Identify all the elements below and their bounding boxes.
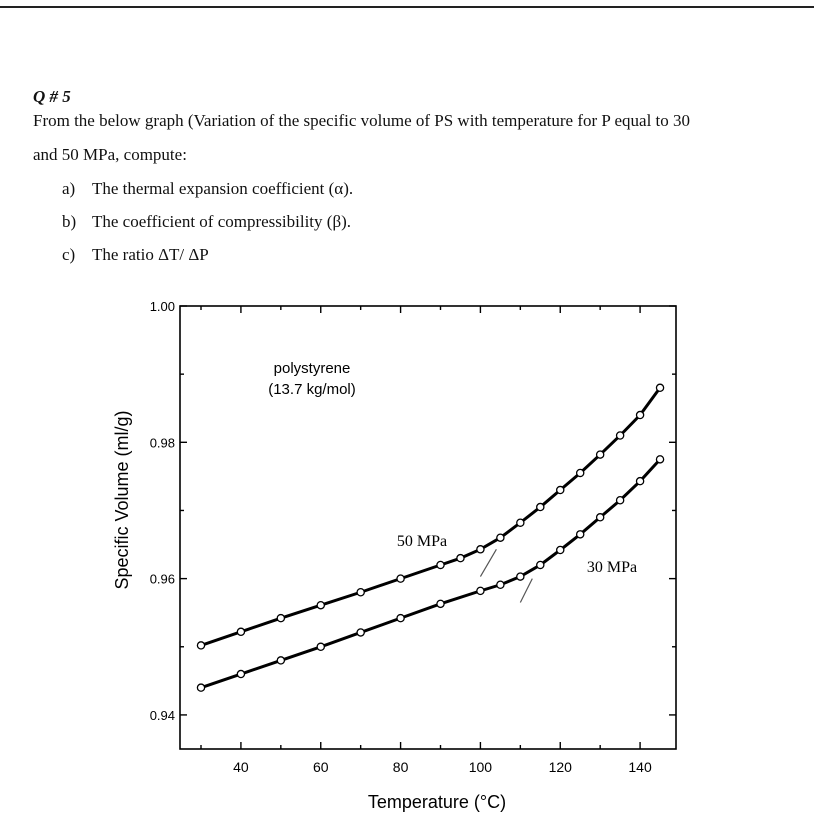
data-point xyxy=(316,642,325,652)
data-point xyxy=(476,545,485,554)
y-tick-label: 0.98 xyxy=(150,435,175,450)
data-point xyxy=(476,586,485,596)
data-point xyxy=(615,431,625,440)
top-rule xyxy=(0,6,814,8)
y-tick-label: 1.00 xyxy=(150,299,175,314)
y-tick-label: 0.94 xyxy=(150,708,175,723)
data-point xyxy=(196,683,206,692)
y-axis-label: Specific Volume (ml/g) xyxy=(112,410,132,589)
series-line-0 xyxy=(200,386,662,647)
item-text: The coefficient of compressibility (β). xyxy=(92,212,352,231)
data-point xyxy=(635,410,645,420)
x-tick-label: 100 xyxy=(469,759,493,775)
data-point xyxy=(595,513,605,522)
annotation-line-1: polystyrene xyxy=(274,360,351,377)
item-text: The thermal expansion coefficient (α). xyxy=(92,179,354,198)
data-point xyxy=(635,476,645,486)
data-point xyxy=(436,560,445,570)
question-item-c: c) The ratio ΔT/ ΔP xyxy=(62,245,209,265)
tangent-line-1 xyxy=(519,578,533,603)
x-tick-label: 80 xyxy=(393,759,409,775)
tangent-line-0 xyxy=(479,549,497,577)
question-item-b: b) The coefficient of compressibility (β)… xyxy=(62,212,351,232)
data-point xyxy=(575,530,585,539)
x-tick-label: 140 xyxy=(628,759,652,775)
series-label-50mpa: 50 MPa xyxy=(397,533,447,550)
data-point xyxy=(615,495,625,505)
data-point xyxy=(536,502,545,512)
data-point xyxy=(575,468,585,478)
data-point xyxy=(496,533,505,542)
data-point xyxy=(456,553,465,563)
item-marker: c) xyxy=(62,245,76,264)
data-point xyxy=(276,613,286,623)
data-point xyxy=(655,383,665,393)
data-point xyxy=(356,587,365,597)
series-label-30mpa: 30 MPa xyxy=(587,559,637,576)
item-text: The ratio ΔT/ ΔP xyxy=(92,245,209,264)
y-tick-label: 0.96 xyxy=(150,572,175,587)
data-point xyxy=(655,455,665,464)
x-tick-label: 60 xyxy=(313,759,329,775)
question-intro-line-2: and 50 MPa, compute: xyxy=(33,145,187,164)
annotation-line-2: (13.7 kg/mol) xyxy=(268,381,356,398)
question-number: Q # 5 xyxy=(33,87,71,106)
data-point xyxy=(516,518,525,527)
plot-frame xyxy=(179,305,677,750)
question-item-a: a) The thermal expansion coefficient (α). xyxy=(62,179,353,199)
data-point xyxy=(595,450,605,459)
data-point xyxy=(276,656,286,665)
data-point xyxy=(556,545,565,555)
data-point xyxy=(236,627,246,637)
item-marker: a) xyxy=(62,179,76,198)
data-point xyxy=(436,599,445,609)
x-tick-label: 120 xyxy=(549,759,573,775)
data-point xyxy=(396,613,405,623)
x-axis-label: Temperature (°C) xyxy=(368,792,506,812)
item-marker: b) xyxy=(62,212,77,231)
data-point xyxy=(196,641,206,650)
data-point xyxy=(356,628,365,637)
data-point xyxy=(536,560,545,570)
data-point xyxy=(396,574,405,583)
data-point xyxy=(496,580,505,589)
x-tick-label: 40 xyxy=(233,759,249,775)
data-point xyxy=(556,485,565,495)
data-point xyxy=(316,600,325,610)
data-point xyxy=(516,572,525,581)
question-intro-line-1: From the below graph (Variation of the s… xyxy=(33,111,691,130)
data-point xyxy=(236,669,246,679)
